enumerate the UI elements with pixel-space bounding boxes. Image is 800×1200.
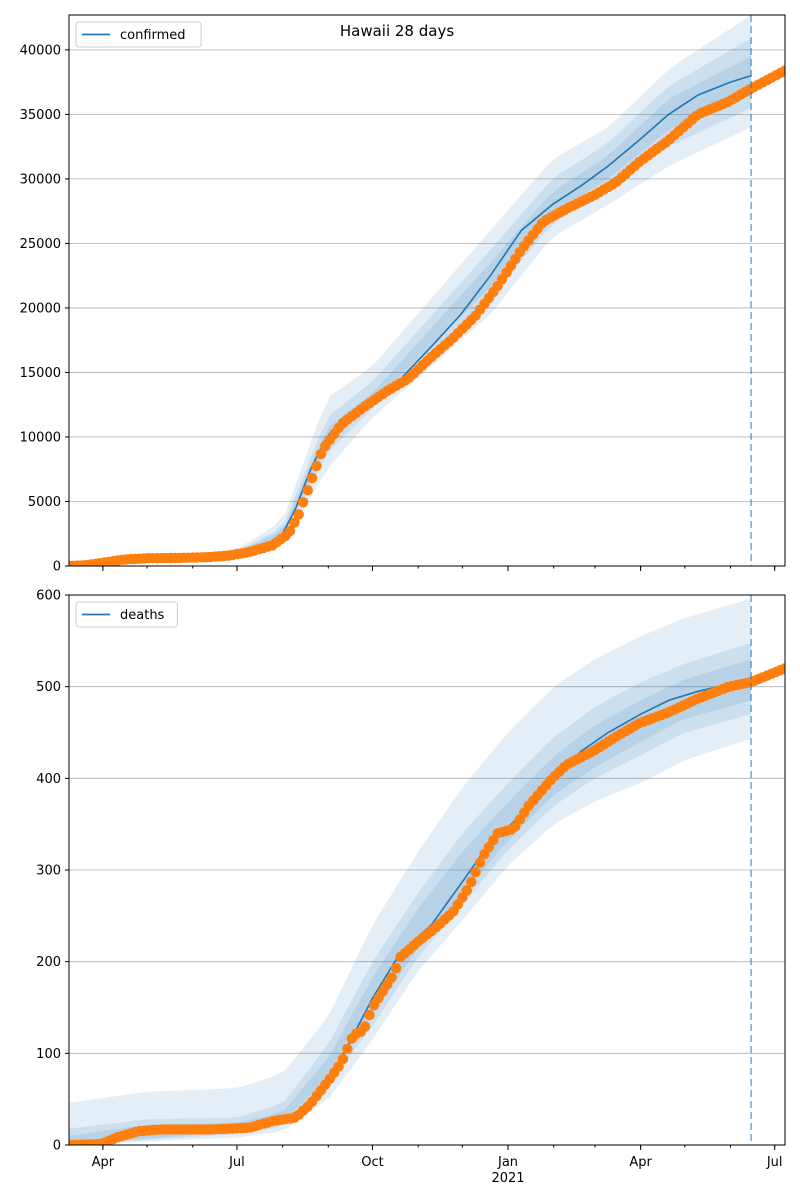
observed-point [474,857,486,868]
observed-point [293,509,304,520]
uncertainty-band-outer [69,598,752,1145]
observed-point [333,1061,344,1072]
observed-point [337,1053,349,1065]
observed-point [779,65,785,76]
y-tick-label: 0 [53,1139,61,1154]
x-tick-label: Oct [361,1155,383,1170]
y-tick-label: 400 [36,772,61,787]
observed-point [466,876,477,888]
observed-point [306,472,318,484]
x-tick-label: Apr [92,1155,115,1170]
y-tick-label: 500 [36,680,61,695]
observed-point [298,497,309,508]
x-tick-label: Jul [766,1155,783,1170]
uncertainty-band-outer [69,15,752,566]
uncertainty-band-middle [69,38,752,566]
observed-point [359,1021,371,1032]
observed-point [364,1009,375,1021]
y-tick-label: 300 [36,864,61,879]
y-tick-label: 40000 [20,43,61,58]
confirmed-panel: 0 5000 10000 15000 20000 25000 30000 35000 40000… [20,14,786,575]
axes-frame [68,14,786,567]
y-tick-label: 10000 [20,430,61,445]
y-tick-label: 30000 [20,172,61,187]
legend-label: confirmed [120,28,186,43]
legend: deaths [75,601,178,628]
observed-point [302,485,313,496]
y-tick-label: 20000 [20,301,61,316]
figure-title: Hawaii 28 days [340,22,454,40]
y-tick-label: 15000 [20,366,61,381]
observed-point [289,517,300,528]
observed-point [461,885,472,896]
legend-box [75,601,178,628]
legend-box [75,21,202,48]
observed-point [284,525,296,537]
legend-label: deaths [120,608,165,623]
x-tick-label: Apr [629,1155,652,1170]
y-tick-label: 100 [36,1047,61,1062]
y-tick-label: 25000 [20,237,61,252]
legend: confirmed [75,21,202,48]
observed-point [779,663,785,674]
x-tick-label: Jan [497,1155,518,1170]
observed-point [390,962,402,974]
x-tick-label: Jul [228,1155,245,1170]
y-tick-label: 0 [53,560,61,575]
y-tick-label: 5000 [28,495,61,510]
y-tick-label: 200 [36,955,61,970]
plot-area [69,15,785,566]
x-tick-sublabel: 2021 [491,1171,524,1186]
y-tick-label: 600 [36,589,61,604]
observed-point [311,460,322,472]
observed-series [69,65,785,566]
plot-area [69,598,785,1145]
uncertainty-band-inner [69,56,752,566]
observed-series [69,663,785,1145]
y-tick-label: 35000 [20,108,61,123]
observed-point [386,972,397,983]
observed-point [470,867,481,878]
observed-point [315,448,327,460]
uncertainty-band-middle [69,642,752,1145]
observed-point [342,1043,353,1055]
